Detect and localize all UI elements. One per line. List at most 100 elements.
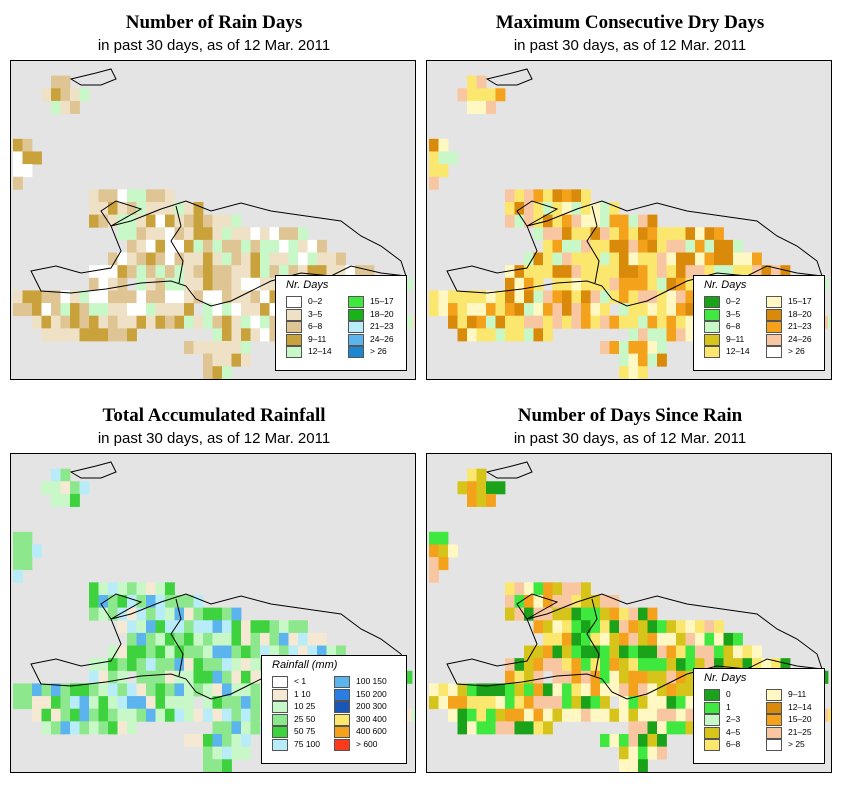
grid-cell [231,277,242,291]
grid-cell [723,632,734,646]
grid-cell [657,290,667,304]
grid-cell [429,531,439,545]
grid-cell [32,696,42,710]
grid-cell [231,632,242,646]
grid-cell [203,303,213,317]
grid-cell [212,607,223,621]
grid-cell [666,670,677,684]
grid-cell [429,544,439,558]
grid-cell [184,315,194,329]
grid-cell [89,582,99,596]
grid-cell [600,252,610,266]
grid-cell [222,214,232,228]
grid-cell [552,696,563,710]
grid-cell [146,594,156,609]
grid-cell [429,303,439,317]
grid-cell [193,265,204,279]
grid-cell [184,214,194,228]
grid-cell [146,607,156,621]
grid-cell [657,227,667,241]
grid-cell [619,290,629,304]
grid-cell [298,252,308,266]
grid-cell [600,214,610,228]
grid-cell [695,227,705,241]
grid-cell [117,189,128,203]
grid-cell [127,227,137,241]
grid-cell [127,658,137,672]
grid-cell [307,645,318,659]
grid-cell [146,696,156,710]
grid-cell [505,594,515,609]
grid-cell [127,645,137,659]
grid-cell [146,277,156,291]
grid-cell [638,315,648,329]
grid-cell [307,252,318,266]
grid-cell [657,658,667,672]
grid-cell [685,265,696,279]
grid-cell [22,557,33,571]
grid-cell [552,303,563,317]
grid-cell [231,733,242,748]
grid-cell [51,88,61,102]
grid-cell [241,721,251,735]
grid-cell [638,366,648,379]
grid-cell [676,315,686,329]
grid-cell [647,239,658,253]
grid-cell [581,632,591,646]
grid-cell [136,708,147,722]
grid-cell [32,303,42,317]
grid-cell [193,340,204,355]
grid-cell [742,252,753,266]
grid-cell [448,696,458,710]
grid-cell [438,683,449,697]
grid-cell [155,645,166,659]
legend-swatch [766,346,782,359]
grid-cell [155,315,166,329]
grid-cell [638,632,648,646]
grid-cell [269,328,280,342]
grid-cell [533,721,544,735]
grid-cell [32,290,42,304]
grid-cell [184,303,194,317]
grid-cell [733,645,743,659]
grid-cell [108,328,118,342]
grid-cell [600,696,610,710]
legend-label: 9–11 [726,333,745,344]
grid-cell [495,315,506,329]
grid-cell [98,290,109,304]
grid-cell [581,683,591,697]
grid-cell [685,696,696,710]
map-since-rain: Nr. Days 0 1 2–3 4–5 6–8 9–11 12–14 15–20 21–25 >… [426,453,832,773]
grid-cell [714,239,724,253]
grid-cell [581,594,591,609]
grid-cell [533,708,544,722]
panel-since-rain: Number of Days Since Rain in past 30 day… [424,393,836,773]
grid-cell [412,315,415,329]
grid-cell [752,645,762,659]
grid-cell [222,315,232,329]
grid-cell [155,607,166,621]
grid-cell [628,733,639,748]
grid-cell [619,620,629,634]
grid-cell [165,277,175,291]
grid-cell [448,315,458,329]
grid-cell [174,265,185,279]
grid-cell [514,683,525,697]
grid-cell [657,303,667,317]
grid-cell [609,265,620,279]
grid-cell [533,265,544,279]
grid-cell [222,277,232,291]
panel-title: Number of Days Since Rain [517,405,743,426]
grid-cell [250,328,261,342]
grid-cell [184,340,194,355]
grid-cell [165,670,175,684]
grid-cell [733,252,743,266]
grid-cell [155,683,166,697]
grid-cell [127,201,137,216]
grid-cell [666,645,677,659]
grid-cell [543,658,553,672]
grid-cell [685,683,696,697]
grid-cell [590,696,601,710]
grid-cell [552,227,563,241]
grid-cell [429,151,439,165]
